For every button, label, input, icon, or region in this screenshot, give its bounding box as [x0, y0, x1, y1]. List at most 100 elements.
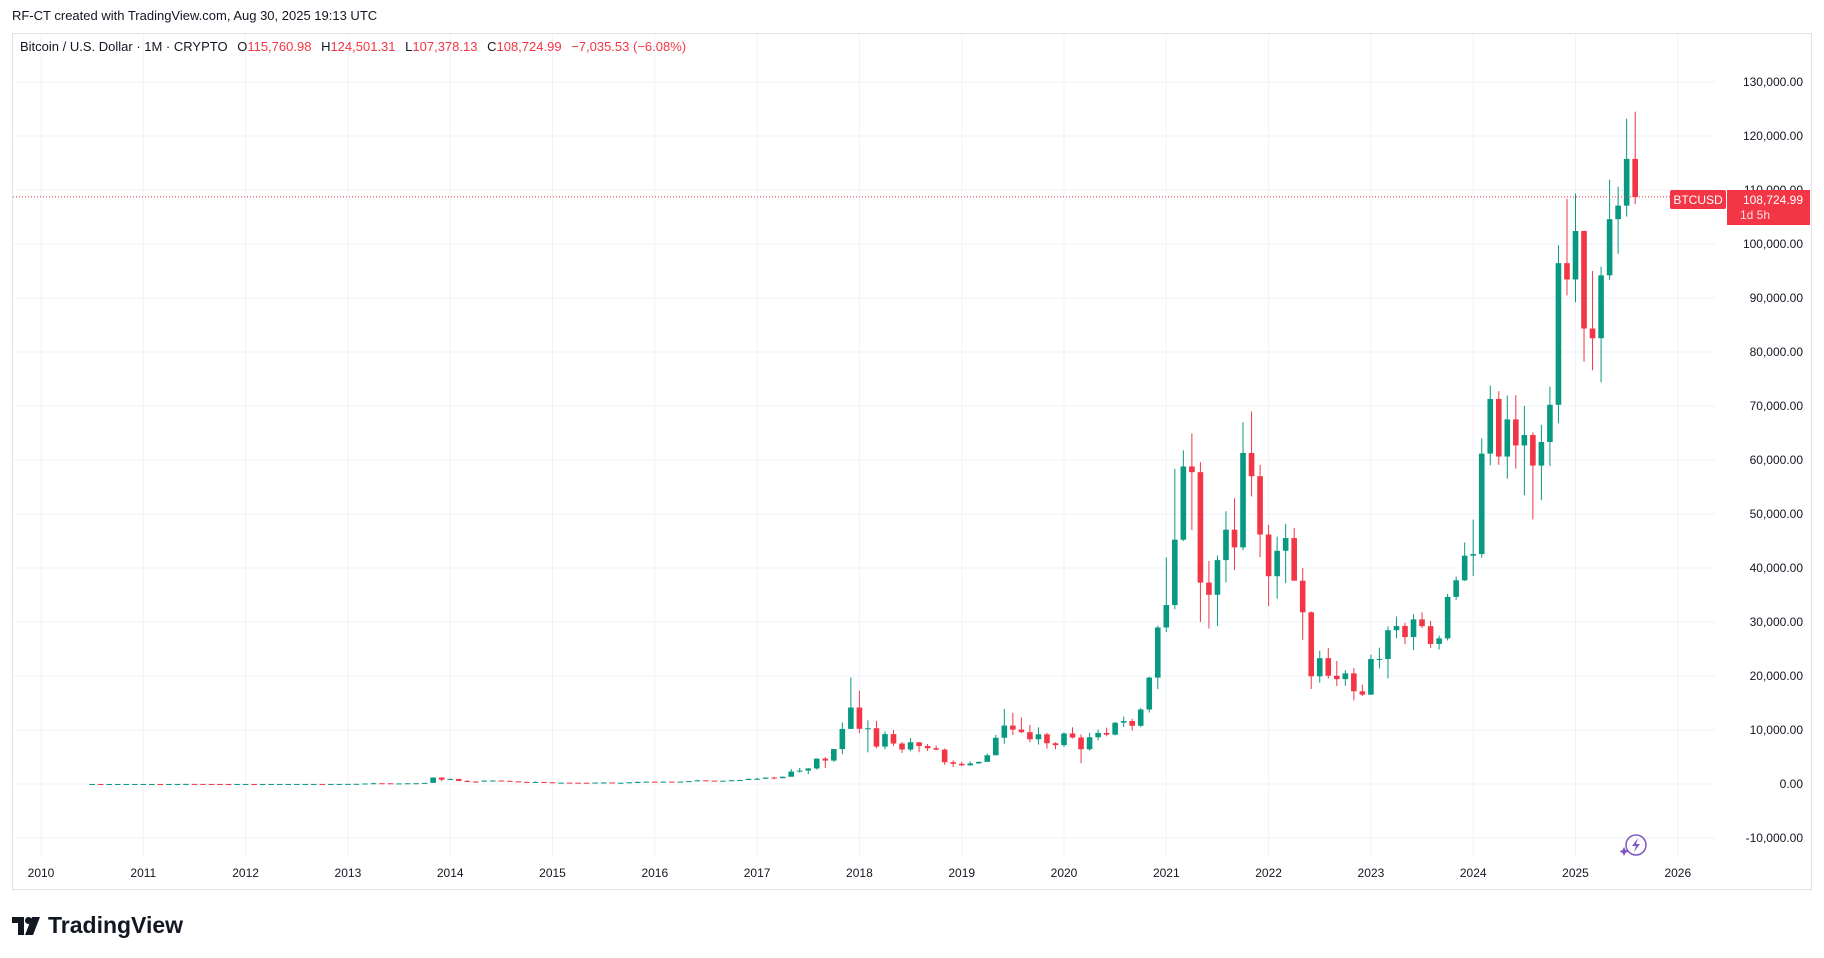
candle[interactable]	[1231, 498, 1238, 571]
candle[interactable]	[1172, 468, 1178, 610]
candle[interactable]	[1478, 438, 1485, 558]
candle[interactable]	[166, 783, 172, 785]
candle[interactable]	[131, 783, 138, 785]
candle[interactable]	[242, 783, 249, 785]
candle[interactable]	[1402, 622, 1408, 645]
candle[interactable]	[472, 781, 479, 783]
candle[interactable]	[1282, 523, 1289, 584]
candle[interactable]	[123, 783, 130, 785]
candle[interactable]	[345, 783, 351, 785]
candle[interactable]	[1078, 734, 1084, 764]
candle[interactable]	[762, 777, 769, 780]
candle[interactable]	[293, 783, 300, 785]
candle[interactable]	[89, 783, 95, 785]
candle[interactable]	[1342, 670, 1349, 686]
candle[interactable]	[1257, 464, 1263, 558]
candle[interactable]	[1359, 684, 1366, 697]
candle[interactable]	[1513, 395, 1519, 469]
candle[interactable]	[541, 781, 547, 783]
candle[interactable]	[788, 769, 794, 777]
candle[interactable]	[1615, 186, 1621, 254]
candle[interactable]	[1581, 230, 1587, 362]
candle[interactable]	[865, 720, 871, 753]
candle[interactable]	[225, 783, 232, 785]
candle[interactable]	[1368, 654, 1374, 695]
candle[interactable]	[771, 776, 777, 780]
candle[interactable]	[652, 781, 658, 783]
candle[interactable]	[1291, 527, 1297, 581]
candle[interactable]	[1308, 611, 1315, 689]
candle[interactable]	[1436, 635, 1442, 650]
candle[interactable]	[1086, 732, 1093, 751]
candle[interactable]	[720, 780, 726, 782]
candle[interactable]	[1206, 560, 1212, 629]
candle[interactable]	[1274, 536, 1280, 599]
candle[interactable]	[396, 783, 402, 785]
candle[interactable]	[899, 741, 905, 753]
candle[interactable]	[924, 743, 931, 751]
candle[interactable]	[831, 749, 837, 762]
candle[interactable]	[106, 783, 112, 785]
candle[interactable]	[140, 783, 147, 785]
candle[interactable]	[728, 780, 735, 782]
candle[interactable]	[1334, 660, 1340, 686]
candle[interactable]	[1547, 386, 1553, 466]
candle[interactable]	[1351, 668, 1357, 701]
candle[interactable]	[1376, 647, 1383, 669]
candle[interactable]	[686, 781, 692, 783]
candle[interactable]	[1487, 385, 1494, 466]
candle[interactable]	[1316, 650, 1323, 683]
candle[interactable]	[515, 781, 522, 783]
candle[interactable]	[1419, 612, 1425, 628]
candle[interactable]	[813, 758, 820, 770]
candle[interactable]	[328, 783, 334, 785]
candle[interactable]	[1504, 395, 1511, 479]
candle[interactable]	[549, 782, 556, 784]
candle[interactable]	[404, 783, 411, 785]
candle[interactable]	[490, 780, 496, 782]
candle[interactable]	[796, 767, 803, 773]
candle[interactable]	[754, 777, 760, 780]
candle[interactable]	[507, 780, 513, 782]
candle[interactable]	[97, 783, 104, 785]
candle[interactable]	[1555, 245, 1562, 424]
candle[interactable]	[1606, 179, 1613, 280]
lightning-icon[interactable]	[1619, 834, 1647, 856]
candle[interactable]	[1410, 614, 1417, 651]
candle[interactable]	[1035, 727, 1042, 745]
candle[interactable]	[916, 742, 922, 753]
candle[interactable]	[1052, 742, 1059, 750]
candle[interactable]	[1325, 647, 1332, 679]
candle[interactable]	[200, 783, 206, 785]
candle[interactable]	[191, 783, 198, 785]
candle[interactable]	[421, 782, 428, 784]
candle[interactable]	[157, 783, 164, 785]
candle[interactable]	[1453, 576, 1459, 600]
candle[interactable]	[276, 783, 283, 785]
candle[interactable]	[1112, 722, 1118, 736]
candle[interactable]	[183, 783, 189, 785]
candle[interactable]	[711, 780, 718, 782]
candle[interactable]	[413, 783, 419, 785]
candle[interactable]	[1095, 729, 1101, 741]
candle[interactable]	[1393, 616, 1400, 639]
candle[interactable]	[643, 781, 650, 783]
candle[interactable]	[524, 781, 530, 783]
candle[interactable]	[617, 782, 624, 784]
candle[interactable]	[1530, 432, 1536, 520]
candle[interactable]	[1265, 524, 1272, 607]
candle[interactable]	[907, 738, 914, 752]
candle[interactable]	[1564, 198, 1570, 296]
candle[interactable]	[1623, 118, 1630, 217]
candle[interactable]	[1240, 422, 1246, 551]
candle[interactable]	[302, 783, 309, 785]
candle[interactable]	[993, 734, 999, 756]
candle[interactable]	[438, 777, 445, 782]
candle[interactable]	[1103, 727, 1110, 737]
tradingview-logo[interactable]: TradingView	[12, 912, 183, 939]
candle[interactable]	[370, 782, 377, 785]
candle[interactable]	[1129, 718, 1135, 731]
candle[interactable]	[234, 783, 240, 785]
candle[interactable]	[1385, 626, 1391, 679]
candle[interactable]	[950, 760, 956, 767]
